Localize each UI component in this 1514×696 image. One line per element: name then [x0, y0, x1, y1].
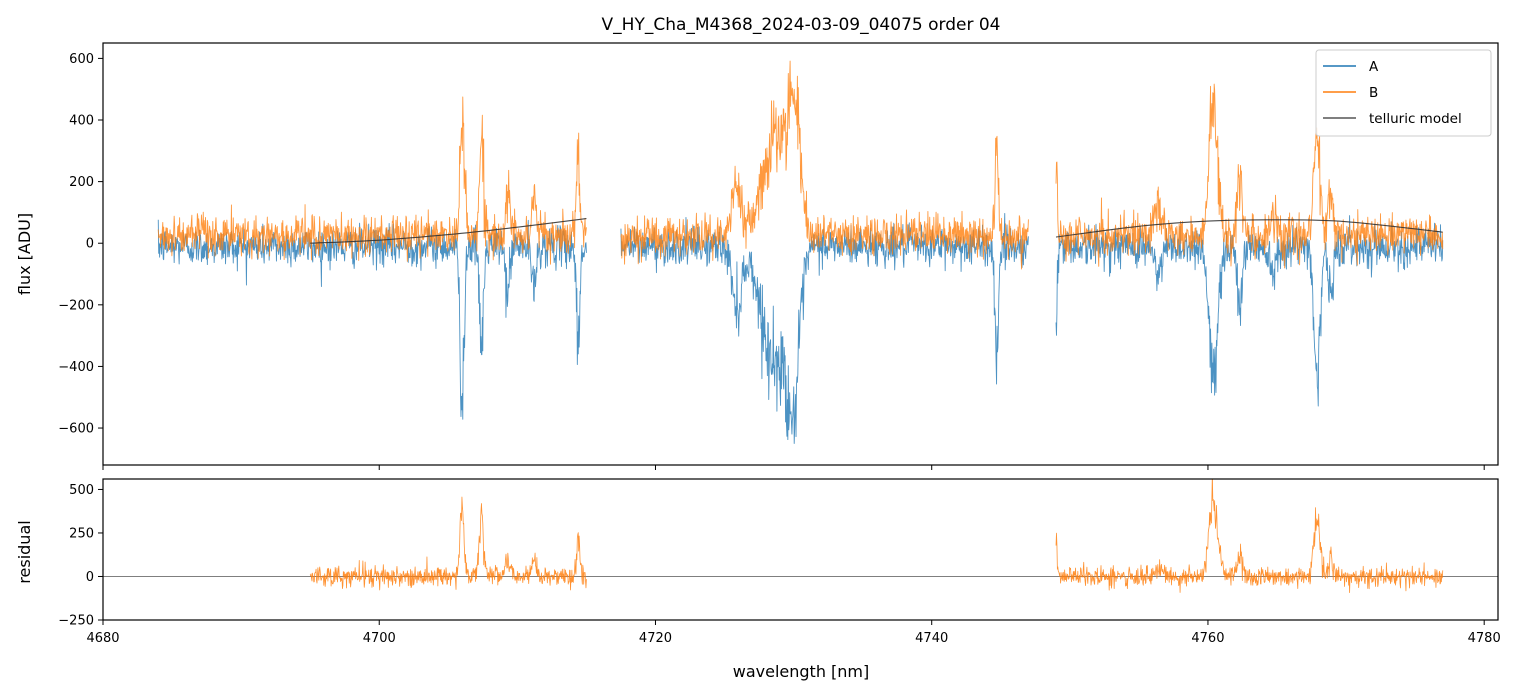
x-tick-label: 4780: [1468, 631, 1501, 646]
y-tick-label: −400: [58, 360, 94, 375]
x-tick-label: 4740: [915, 631, 948, 646]
residual-traces: [103, 479, 1498, 593]
flux-traces: [157, 60, 1444, 444]
y-tick-label: −600: [58, 422, 94, 437]
legend: A B telluric model: [1315, 49, 1492, 137]
legend-label-a: A: [1369, 59, 1379, 75]
residual-x-ticks: 4680 4700 4720 4740 4760 4780: [86, 620, 1501, 646]
y-tick-label: −250: [58, 614, 94, 629]
flux-y-axis-label: flux [ADU]: [15, 213, 34, 295]
y-tick-label: −200: [58, 298, 94, 313]
chart-title: V_HY_Cha_M4368_2024-03-09_04075 order 04: [602, 15, 1001, 35]
x-axis-label: wavelength [nm]: [733, 662, 870, 681]
residual-y-axis-label: residual: [15, 520, 34, 583]
y-tick-label: 0: [86, 237, 94, 252]
x-tick-label: 4700: [363, 631, 396, 646]
legend-label-telluric: telluric model: [1369, 111, 1462, 127]
y-tick-label: 500: [69, 483, 94, 498]
residual-y-ticks: 500 250 0 −250: [58, 483, 103, 629]
y-tick-label: 600: [69, 52, 94, 67]
series-b-line: [157, 60, 1444, 270]
residual-panel: 500 250 0 −250 4680 4700 4720 4740 4760 4780 res…: [15, 478, 1501, 681]
telluric-model-line: [1055, 219, 1443, 238]
x-tick-label: 4720: [639, 631, 672, 646]
telluric-model-line: [310, 218, 587, 244]
series-a-line: [157, 212, 1444, 444]
legend-label-b: B: [1369, 85, 1378, 101]
legend-box: [1315, 49, 1492, 137]
y-tick-label: 250: [69, 526, 94, 541]
x-tick-label: 4760: [1191, 631, 1224, 646]
residual-b-line: [309, 479, 1444, 593]
flux-panel: 600 400 200 0 −200 −400 −600 flux [ADU] A B te…: [15, 42, 1499, 470]
x-tick-label: 4680: [86, 631, 119, 646]
y-tick-label: 400: [69, 114, 94, 129]
flux-y-ticks: 600 400 200 0 −200 −400 −600: [58, 52, 103, 437]
y-tick-label: 200: [69, 175, 94, 190]
flux-axes-frame: [102, 42, 1499, 466]
y-tick-label: 0: [86, 570, 94, 585]
flux-x-ticks: [102, 465, 1485, 470]
residual-axes-frame: [102, 478, 1499, 621]
